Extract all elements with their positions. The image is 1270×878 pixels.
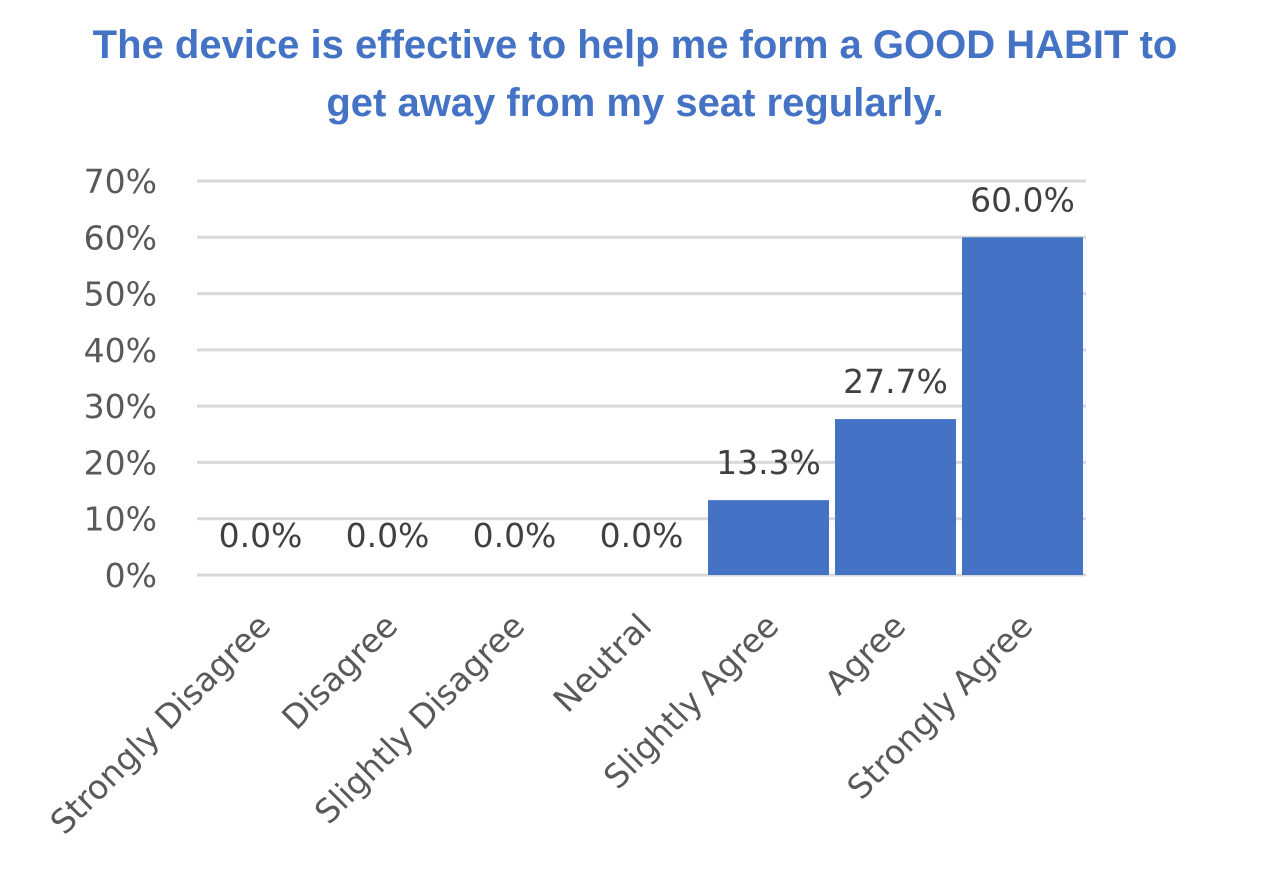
chart-title-line-2: get away from my seat regularly. xyxy=(326,81,944,125)
chart-title-line-1: The device is effective to help me form … xyxy=(92,23,1178,67)
y-tick-label: 70% xyxy=(84,162,157,201)
y-tick-label: 60% xyxy=(84,218,157,257)
data-label: 0.0% xyxy=(473,516,557,555)
data-label: 0.0% xyxy=(346,516,430,555)
bar xyxy=(962,237,1083,576)
chart-title: The device is effective to help me form … xyxy=(0,16,1270,132)
bar xyxy=(835,419,956,575)
x-category-label: Neutral xyxy=(545,606,659,720)
data-label: 0.0% xyxy=(600,516,684,555)
x-category-label: Agree xyxy=(817,606,913,702)
x-category-label: Disagree xyxy=(274,606,405,737)
y-tick-label: 10% xyxy=(84,500,157,539)
y-tick-label: 50% xyxy=(84,275,157,314)
y-tick-label: 20% xyxy=(84,443,157,482)
y-tick-label: 40% xyxy=(84,331,157,370)
x-category-label: Slightly Disagree xyxy=(307,606,532,831)
data-label: 27.7% xyxy=(843,362,948,401)
data-label: 13.3% xyxy=(716,443,821,482)
data-label: 0.0% xyxy=(219,516,303,555)
y-tick-label: 0% xyxy=(105,556,157,595)
data-label: 60.0% xyxy=(970,180,1075,219)
bar xyxy=(708,500,829,575)
y-tick-label: 30% xyxy=(84,387,157,426)
x-category-label: Strongly Disagree xyxy=(42,606,278,842)
